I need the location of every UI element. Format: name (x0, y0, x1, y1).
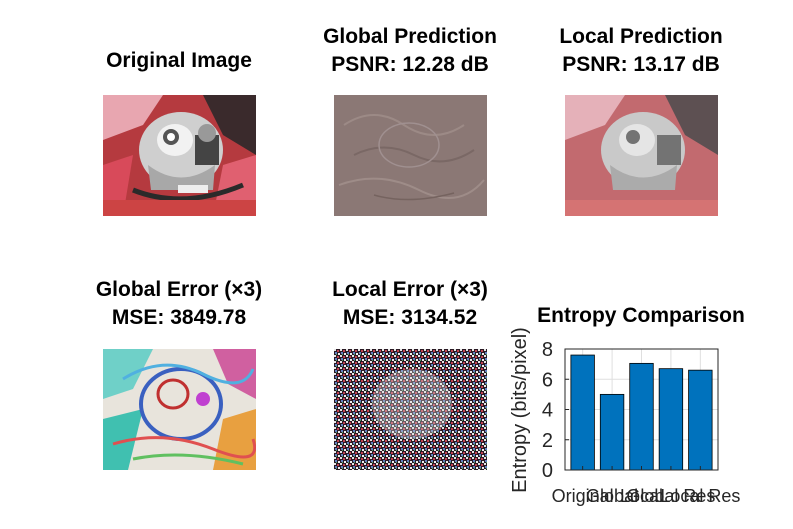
x-tick-label: Local (620, 486, 663, 506)
global-prediction-title-line1: Global Prediction (323, 25, 497, 48)
y-tick-label: 8 (542, 339, 553, 361)
bar-original (570, 354, 595, 471)
bars-layer (570, 354, 713, 471)
chart-title: Entropy Comparison (537, 304, 745, 327)
local-prediction-psnr: PSNR: 13.17 dB (562, 53, 720, 76)
y-axis-label: Entropy (bits/pixel) (509, 327, 531, 493)
y-tick-label: 4 (542, 400, 553, 422)
global-error-title-line1: Global Error (×3) (95, 278, 263, 301)
global-error-title: Global Error (×3) MSE: 3849.78 (59, 276, 299, 332)
bar-local-res (688, 369, 713, 471)
global-error-mse: MSE: 3849.78 (111, 306, 247, 329)
global-prediction-image (334, 95, 487, 216)
local-prediction-title-line1: Local Prediction (559, 25, 723, 48)
x-tick-label: Original (552, 486, 614, 506)
bar-global-res (658, 368, 684, 471)
y-tick-label: 0 (542, 460, 553, 482)
local-error-image (334, 349, 487, 470)
x-tick-label: Global Res (626, 486, 715, 506)
global-prediction-psnr: PSNR: 12.28 dB (331, 53, 489, 76)
original-image (103, 95, 256, 216)
y-tick-label: 2 (542, 430, 553, 452)
original-image-title: Original Image (106, 49, 252, 72)
x-tick-label: Global (586, 486, 638, 506)
local-prediction-image (565, 95, 718, 216)
global-error-image (103, 349, 256, 470)
bar-global (599, 393, 625, 471)
y-tick-label: 6 (542, 369, 553, 391)
bar-local (629, 362, 654, 471)
local-error-mse: MSE: 3134.52 (342, 306, 478, 329)
local-error-title-line1: Local Error (×3) (332, 278, 488, 301)
local-prediction-title: Local Prediction PSNR: 13.17 dB (521, 23, 761, 79)
x-tick-label: Local Res (660, 486, 740, 506)
local-error-title: Local Error (×3) MSE: 3134.52 (290, 276, 530, 332)
global-prediction-title: Global Prediction PSNR: 12.28 dB (290, 23, 530, 79)
